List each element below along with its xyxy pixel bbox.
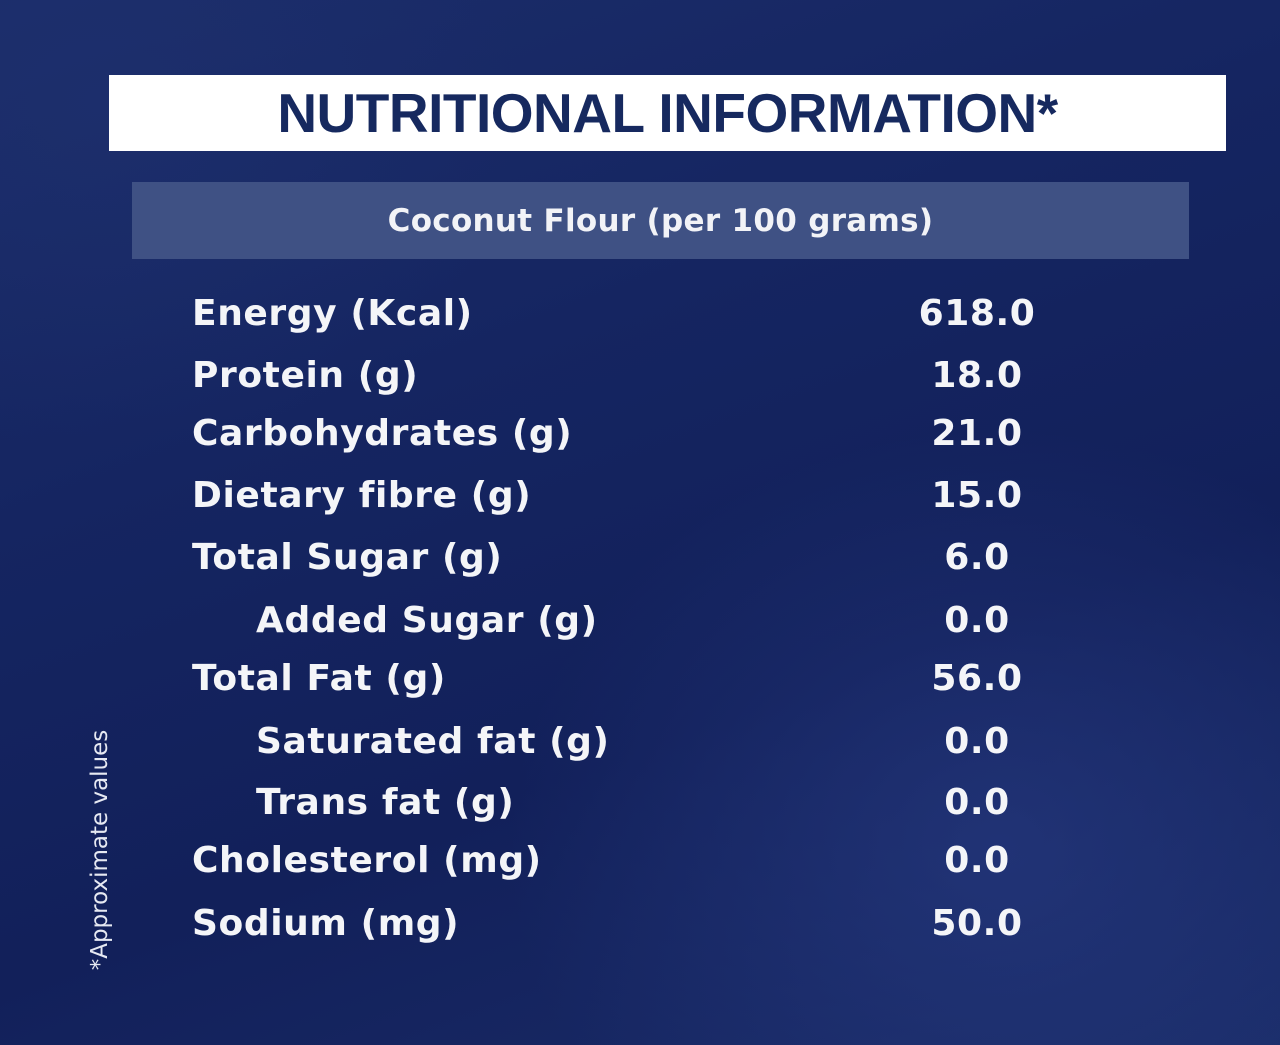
nutrient-value: 50.0	[931, 903, 1023, 944]
nutrient-row-saturated-fat: Saturated fat (g) 0.0	[0, 717, 1280, 767]
subtitle-banner: Coconut Flour (per 100 grams)	[132, 182, 1189, 259]
nutrient-row-sodium: Sodium (mg) 50.0	[0, 899, 1280, 949]
nutrient-label: Carbohydrates (g)	[192, 413, 573, 454]
nutrient-value: 0.0	[944, 840, 1010, 881]
nutrient-label: Energy (Kcal)	[192, 293, 473, 334]
nutrient-value: 21.0	[931, 413, 1023, 454]
title-banner: NUTRITIONAL INFORMATION*	[109, 75, 1226, 151]
nutrient-label: Trans fat (g)	[256, 782, 515, 823]
page-title: NUTRITIONAL INFORMATION*	[277, 82, 1058, 144]
nutrient-value: 6.0	[944, 537, 1010, 578]
nutrient-row-trans-fat: Trans fat (g) 0.0	[0, 778, 1280, 828]
nutrient-label: Sodium (mg)	[192, 903, 460, 944]
nutrient-row-total-fat: Total Fat (g) 56.0	[0, 654, 1280, 704]
nutrient-row-cholesterol: Cholesterol (mg) 0.0	[0, 836, 1280, 886]
nutrient-label: Saturated fat (g)	[256, 721, 610, 762]
nutrient-row-carbohydrates: Carbohydrates (g) 21.0	[0, 409, 1280, 459]
nutrient-value: 0.0	[944, 721, 1010, 762]
nutrient-row-total-sugar: Total Sugar (g) 6.0	[0, 533, 1280, 583]
approximate-values-footnote: *Approximate values	[87, 729, 113, 971]
nutrient-value: 0.0	[944, 600, 1010, 641]
nutrient-label: Added Sugar (g)	[256, 600, 598, 641]
nutrient-row-added-sugar: Added Sugar (g) 0.0	[0, 596, 1280, 646]
product-subtitle: Coconut Flour (per 100 grams)	[387, 202, 934, 239]
nutrient-value: 0.0	[944, 782, 1010, 823]
nutrient-value: 18.0	[931, 355, 1023, 396]
nutrient-value: 15.0	[931, 475, 1023, 516]
nutrient-value: 56.0	[931, 658, 1023, 699]
nutrient-label: Dietary fibre (g)	[192, 475, 532, 516]
footnote-container: *Approximate values	[78, 700, 122, 1000]
nutrient-label: Protein (g)	[192, 355, 419, 396]
nutrient-row-energy: Energy (Kcal) 618.0	[0, 289, 1280, 339]
nutrient-label: Cholesterol (mg)	[192, 840, 542, 881]
nutrient-row-protein: Protein (g) 18.0	[0, 351, 1280, 401]
nutrient-label: Total Sugar (g)	[192, 537, 503, 578]
nutrient-row-dietary-fibre: Dietary fibre (g) 15.0	[0, 471, 1280, 521]
nutrient-value: 618.0	[918, 293, 1036, 334]
nutrient-label: Total Fat (g)	[192, 658, 446, 699]
